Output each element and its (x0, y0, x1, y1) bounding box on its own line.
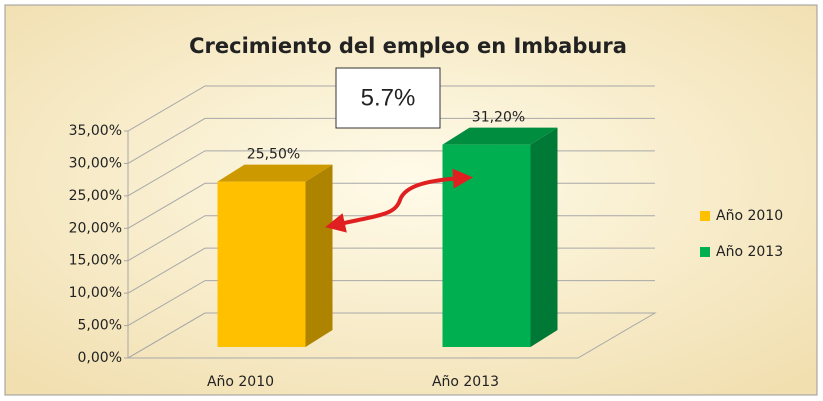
data-label: 25,50% (247, 147, 300, 163)
chart-title: Crecimiento del empleo en Imbabura (189, 34, 627, 58)
x-tick-label: Año 2010 (207, 374, 274, 390)
y-tick-label: 25,00% (69, 188, 122, 204)
legend-label: Año 2010 (716, 208, 783, 224)
bar-side (305, 164, 333, 347)
bar (217, 181, 306, 347)
legend-key (700, 211, 710, 221)
y-tick-label: 0,00% (78, 350, 122, 366)
grid-line (127, 117, 655, 164)
y-tick-label: 5,00% (78, 318, 122, 334)
annotation-box (335, 67, 441, 129)
bar-top (217, 164, 333, 182)
data-label: 31,20% (472, 110, 525, 126)
y-tick-label: 20,00% (69, 220, 122, 236)
y-tick-label: 35,00% (69, 123, 122, 139)
chart-background (4, 4, 818, 396)
y-tick-label: 15,00% (69, 253, 122, 269)
grid-line (127, 85, 655, 132)
bar-side (530, 127, 558, 347)
legend-key (700, 247, 710, 257)
bar (442, 144, 531, 347)
y-tick-label: 10,00% (69, 285, 122, 301)
plot-area: 0,00% 5,00% 10,00% 15,00% 20,00% 25,00% 30,00%… (69, 85, 783, 390)
bar-top (442, 127, 558, 145)
legend-label: Año 2013 (716, 244, 783, 260)
y-tick-label: 30,00% (69, 155, 122, 171)
x-tick-label: Año 2013 (432, 374, 499, 390)
arrow (325, 168, 473, 233)
annotation: 5.7% (361, 84, 416, 111)
